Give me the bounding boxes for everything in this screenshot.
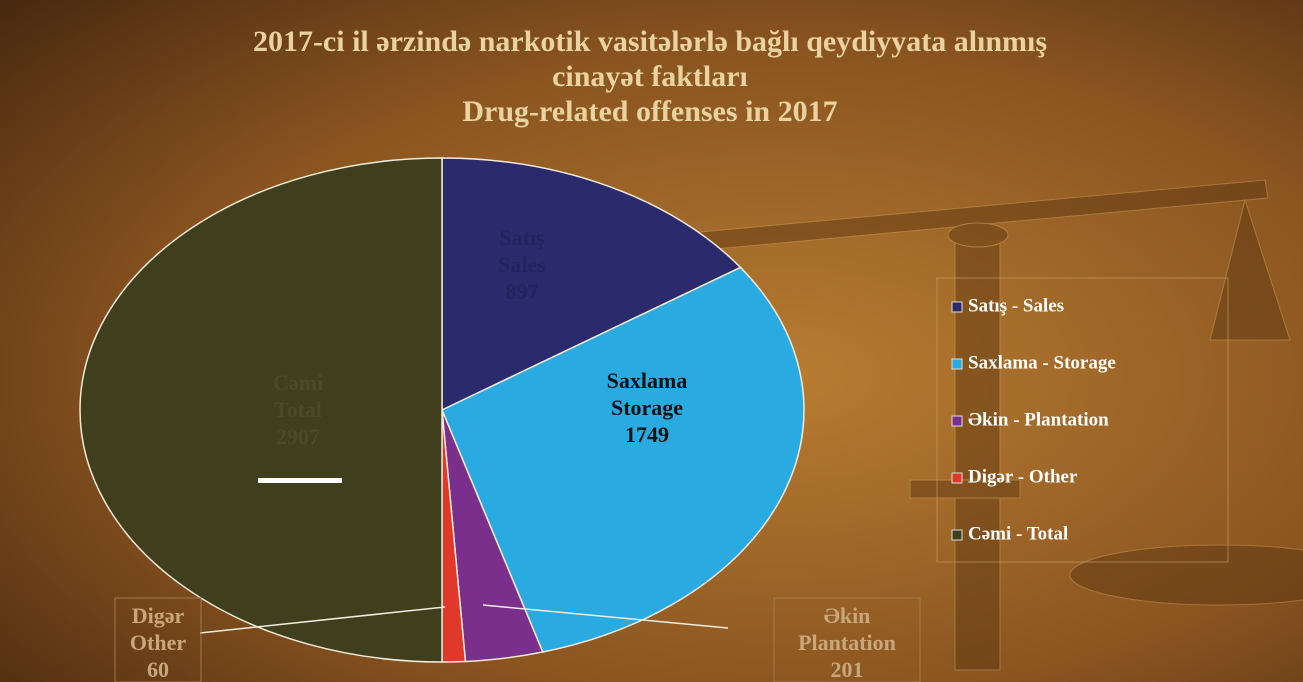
slice-label: Plantation [798, 630, 896, 655]
legend-label: Əkin - Plantation [968, 409, 1109, 430]
leader-line [199, 606, 446, 634]
legend-swatch [951, 415, 963, 427]
legend-label: Cəmi - Total [968, 523, 1068, 544]
label-box [114, 597, 202, 682]
label-underline [258, 478, 342, 483]
legend-swatch [951, 358, 963, 370]
legend-label: Satış - Sales [968, 295, 1064, 316]
title-line: 2017-ci il ərzində narkotik vasitələrlə … [253, 25, 1047, 58]
slice-label: Satış [499, 225, 545, 250]
pie-slice [441, 266, 805, 653]
title-line: Drug-related offenses in 2017 [462, 95, 837, 128]
slice-label: Saxlama [607, 368, 688, 393]
title-line: cinayət faktları [552, 60, 748, 93]
legend-box [936, 277, 1229, 563]
legend-swatch [951, 529, 963, 541]
slice-label: Storage [611, 395, 683, 420]
label-box [773, 597, 921, 682]
pie-slice [79, 157, 443, 663]
slice-label: Cəmi [273, 370, 323, 395]
slice-label: Total [274, 397, 322, 422]
pie-slice [441, 157, 742, 412]
slice-value: 201 [831, 657, 864, 682]
legend-swatch [951, 472, 963, 484]
slice-value: 2907 [276, 424, 320, 449]
slice-value: 1749 [625, 422, 669, 447]
slice-label: Other [130, 630, 186, 655]
legend-swatch [951, 301, 963, 313]
slice-value: 60 [147, 657, 169, 682]
legend-label: Digər - Other [968, 466, 1078, 487]
slice-label: Sales [498, 252, 546, 277]
slice-label: Digər [132, 603, 185, 628]
leader-line [482, 604, 729, 629]
slice-label: Əkin [824, 603, 871, 628]
legend-label: Saxlama - Storage [968, 352, 1116, 373]
slice-value: 897 [506, 279, 539, 304]
